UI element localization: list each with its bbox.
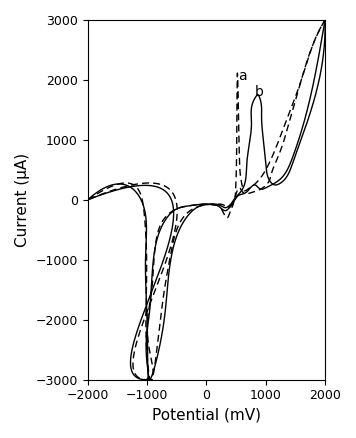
X-axis label: Potential (mV): Potential (mV) [152, 408, 261, 423]
Y-axis label: Current (μA): Current (μA) [15, 153, 30, 247]
Text: b: b [255, 85, 263, 99]
Text: a: a [238, 69, 246, 83]
